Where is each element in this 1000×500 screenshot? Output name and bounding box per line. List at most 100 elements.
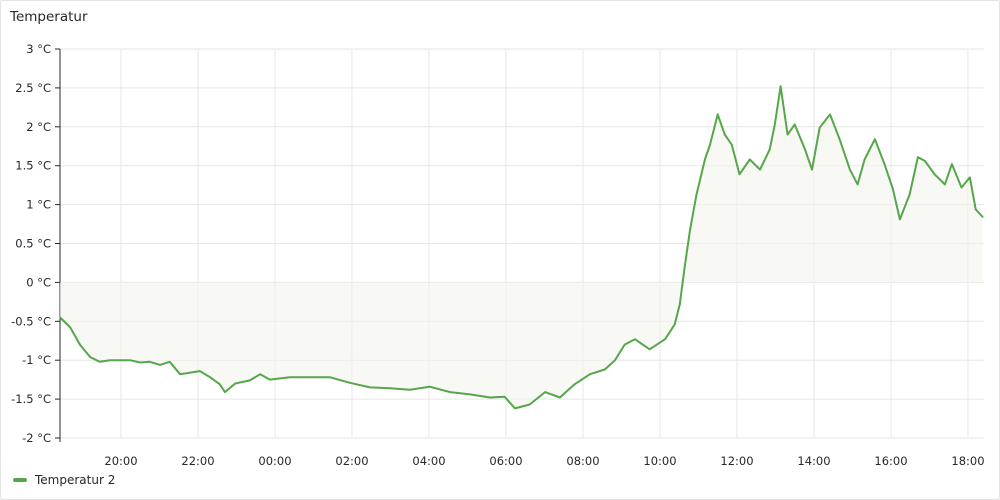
data-point xyxy=(349,381,351,384)
data-point xyxy=(259,373,262,376)
data-point xyxy=(369,386,371,389)
y-tick-label: 2 °C xyxy=(26,120,51,134)
data-point xyxy=(838,138,841,141)
data-point xyxy=(249,379,251,382)
data-point xyxy=(944,183,946,186)
data-point xyxy=(118,359,121,362)
x-tick-label: 18:00 xyxy=(951,454,984,468)
data-point xyxy=(514,407,516,410)
data-point xyxy=(648,348,651,351)
series-line xyxy=(59,85,984,410)
data-point xyxy=(528,403,531,406)
data-point xyxy=(269,378,271,381)
x-tick-label: 20:00 xyxy=(104,454,137,468)
y-tick-label: 1.5 °C xyxy=(15,159,51,173)
data-point xyxy=(469,393,471,396)
data-point xyxy=(892,188,894,190)
data-point xyxy=(129,359,131,362)
data-point xyxy=(199,370,201,372)
data-point xyxy=(589,373,591,376)
y-tick-label: 2.5 °C xyxy=(15,81,51,95)
series-area xyxy=(60,86,983,409)
data-point xyxy=(856,183,859,186)
data-point xyxy=(623,343,626,346)
data-point xyxy=(634,338,636,340)
data-point xyxy=(98,360,101,363)
x-tick-label: 14:00 xyxy=(797,454,830,468)
data-point xyxy=(709,143,711,146)
data-point xyxy=(168,360,171,363)
data-point xyxy=(723,133,726,136)
data-point xyxy=(449,391,451,393)
data-point xyxy=(951,163,953,165)
data-point xyxy=(189,371,192,374)
data-point xyxy=(774,123,776,126)
data-point xyxy=(969,176,971,179)
y-tick-label: 1 °C xyxy=(26,198,51,212)
x-tick-label: 06:00 xyxy=(489,454,522,468)
data-point xyxy=(408,388,411,391)
data-point xyxy=(960,186,963,189)
legend-item-label[interactable]: Temperatur 2 xyxy=(35,473,116,487)
data-point xyxy=(917,156,919,158)
data-point xyxy=(695,193,698,196)
data-point xyxy=(786,133,789,136)
data-point xyxy=(684,263,686,266)
data-point xyxy=(288,376,291,379)
data-point xyxy=(883,163,886,165)
data-point xyxy=(79,343,81,346)
data-point xyxy=(811,168,813,171)
data-point xyxy=(829,113,831,116)
data-point xyxy=(224,391,226,393)
data-point xyxy=(614,359,616,362)
data-point xyxy=(309,376,312,379)
x-tick-label: 22:00 xyxy=(181,454,214,468)
x-tick-label: 10:00 xyxy=(643,454,676,468)
data-point xyxy=(731,143,733,146)
data-point xyxy=(603,368,606,371)
data-point xyxy=(109,359,111,362)
x-axis: 20:00 22:00 00:00 02:00 04:00 06:00 08:00 10:00… xyxy=(104,454,984,468)
x-tick-label: 04:00 xyxy=(412,454,445,468)
data-point xyxy=(874,138,876,141)
x-tick-label: 12:00 xyxy=(720,454,753,468)
y-tick-label: -0.5 °C xyxy=(11,314,51,328)
y-tick-label: -2 °C xyxy=(22,431,51,445)
data-point xyxy=(139,361,142,364)
data-point xyxy=(974,208,977,211)
y-tick-label: 0 °C xyxy=(26,275,51,289)
data-point xyxy=(159,364,161,366)
data-point xyxy=(704,158,706,161)
data-point xyxy=(179,373,181,376)
data-point xyxy=(818,126,821,129)
panel-title[interactable]: Temperatur xyxy=(10,9,88,25)
data-point xyxy=(559,396,561,399)
data-point xyxy=(716,113,719,116)
data-point xyxy=(759,168,761,171)
data-point xyxy=(673,323,676,326)
y-tick-label: 3 °C xyxy=(26,42,51,56)
x-tick-label: 08:00 xyxy=(566,454,599,468)
x-tick-label: 00:00 xyxy=(258,454,291,468)
data-point xyxy=(59,316,61,319)
data-point xyxy=(863,158,866,161)
data-points xyxy=(59,85,984,410)
data-point xyxy=(679,303,681,305)
data-point xyxy=(234,382,236,385)
data-point xyxy=(908,193,911,196)
y-tick-label: -1 °C xyxy=(22,353,51,367)
data-point xyxy=(849,168,851,171)
data-point xyxy=(689,228,691,231)
data-point xyxy=(573,383,576,386)
data-point xyxy=(489,396,491,399)
legend[interactable]: Temperatur 2 xyxy=(13,473,115,487)
data-point xyxy=(664,338,666,340)
data-point xyxy=(149,360,151,363)
data-point xyxy=(779,85,782,88)
x-tick-label: 16:00 xyxy=(874,454,907,468)
y-tick-label: -1.5 °C xyxy=(11,392,51,406)
data-point xyxy=(329,376,331,379)
data-point xyxy=(89,356,91,358)
data-point xyxy=(793,123,796,126)
